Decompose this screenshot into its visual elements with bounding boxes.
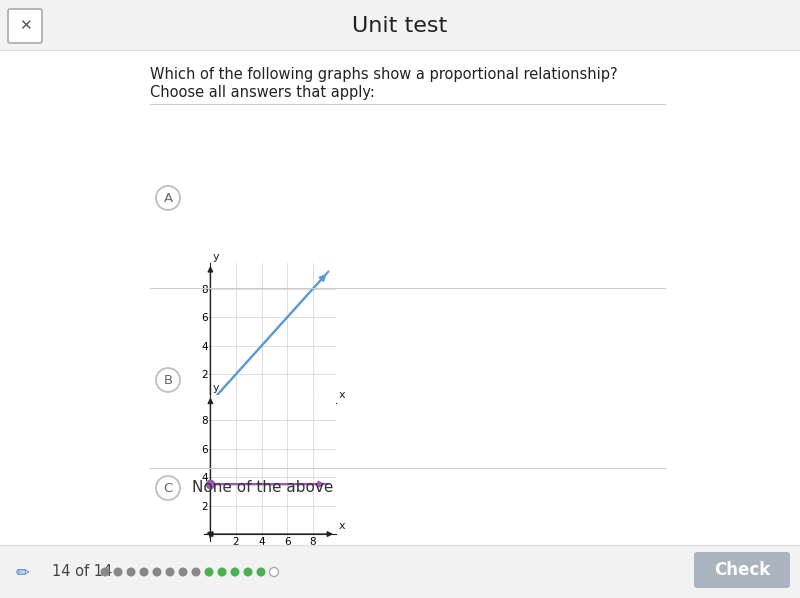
Text: ✕: ✕ bbox=[18, 19, 31, 33]
Text: Choose all answers that apply:: Choose all answers that apply: bbox=[150, 84, 375, 99]
Circle shape bbox=[191, 568, 201, 576]
Circle shape bbox=[166, 568, 174, 576]
Circle shape bbox=[270, 568, 278, 576]
Circle shape bbox=[114, 568, 122, 576]
Circle shape bbox=[178, 568, 187, 576]
Circle shape bbox=[153, 568, 162, 576]
Circle shape bbox=[257, 568, 266, 576]
Text: Check: Check bbox=[714, 561, 770, 579]
Circle shape bbox=[156, 186, 180, 210]
Circle shape bbox=[139, 568, 149, 576]
Text: y: y bbox=[213, 252, 219, 262]
Circle shape bbox=[126, 568, 135, 576]
Text: 14 of 14: 14 of 14 bbox=[52, 565, 112, 579]
Text: C: C bbox=[163, 481, 173, 495]
Text: y: y bbox=[213, 383, 219, 393]
Text: ✏: ✏ bbox=[15, 563, 29, 581]
Text: Which of the following graphs show a proportional relationship?: Which of the following graphs show a pro… bbox=[150, 66, 618, 81]
Text: None of the above: None of the above bbox=[192, 481, 334, 496]
FancyBboxPatch shape bbox=[8, 9, 42, 43]
Text: x: x bbox=[338, 390, 345, 399]
Text: x: x bbox=[338, 521, 345, 531]
Circle shape bbox=[218, 568, 226, 576]
Text: Unit test: Unit test bbox=[352, 16, 448, 36]
Text: B: B bbox=[163, 374, 173, 386]
Circle shape bbox=[205, 568, 214, 576]
Circle shape bbox=[156, 368, 180, 392]
Circle shape bbox=[156, 476, 180, 500]
FancyBboxPatch shape bbox=[0, 545, 800, 598]
Text: A: A bbox=[163, 191, 173, 205]
FancyBboxPatch shape bbox=[694, 552, 790, 588]
FancyBboxPatch shape bbox=[0, 0, 800, 50]
Circle shape bbox=[243, 568, 253, 576]
Circle shape bbox=[101, 568, 110, 576]
Circle shape bbox=[230, 568, 239, 576]
